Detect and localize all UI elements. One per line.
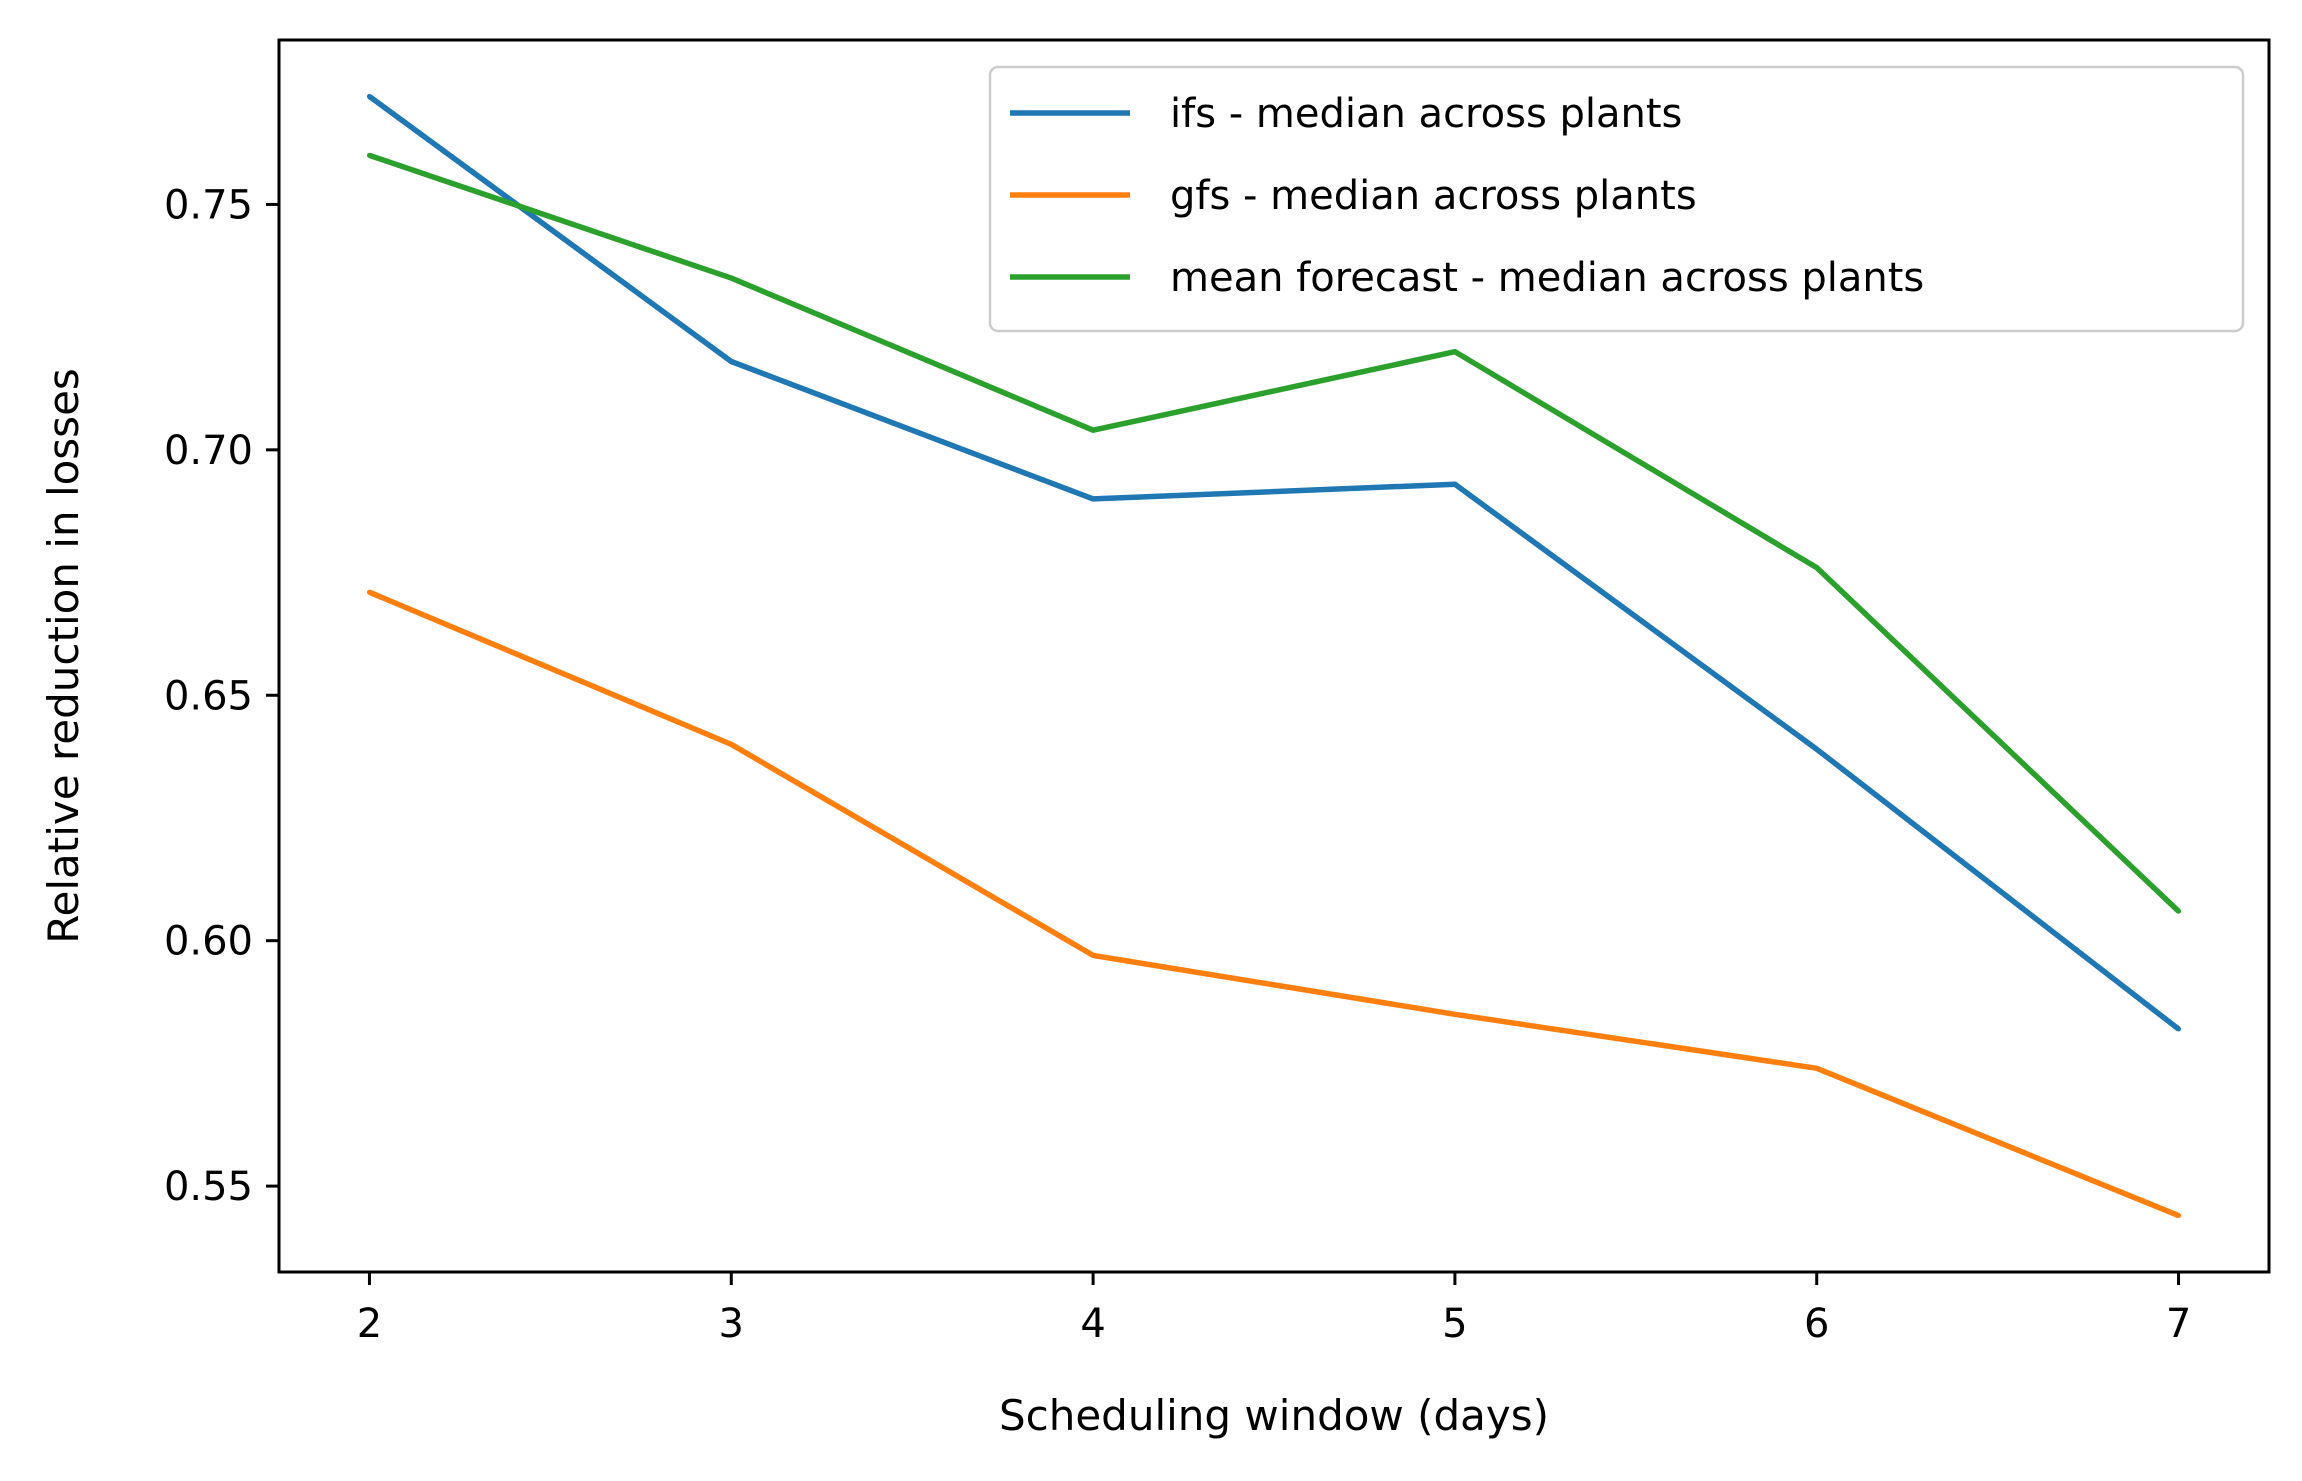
x-axis-label: Scheduling window (days) <box>999 1391 1549 1440</box>
data-point <box>728 358 734 364</box>
plot-frame <box>277 38 2271 1274</box>
data-point <box>1814 746 1820 752</box>
data-point <box>2176 908 2182 914</box>
series-line-2 <box>368 152 2181 914</box>
y-tick-label: 0.60 <box>164 919 253 965</box>
legend-items: ifs - median across plants gfs - median a… <box>1010 91 1924 301</box>
data-point <box>1814 565 1820 571</box>
series-line-1 <box>368 589 2180 1219</box>
legend-label: ifs - median across plants <box>1170 91 1682 137</box>
data-point <box>1090 496 1096 502</box>
data-point <box>1452 349 1458 355</box>
y-tick-label: 0.55 <box>164 1164 253 1210</box>
y-axis: 0.55 0.60 0.65 0.70 0.75 <box>164 182 279 1210</box>
data-point <box>1452 481 1458 487</box>
legend: ifs - median across plants gfs - median a… <box>988 65 2245 333</box>
data-point <box>2176 1026 2182 1032</box>
x-tick-label: 4 <box>1080 1301 1105 1347</box>
data-point <box>366 589 372 595</box>
series-layer <box>366 93 2182 1219</box>
x-tick-label: 2 <box>357 1301 382 1347</box>
y-tick-label: 0.75 <box>164 182 253 228</box>
y-tick-label: 0.65 <box>164 673 253 719</box>
legend-box <box>988 65 2245 333</box>
legend-label: gfs - median across plants <box>1170 173 1697 219</box>
data-point <box>728 275 734 281</box>
x-tick-label: 5 <box>1442 1301 1467 1347</box>
data-point <box>1090 427 1096 433</box>
series-line-0 <box>367 94 2181 1032</box>
data-point <box>366 93 372 99</box>
legend-label: mean forecast - median across plants <box>1170 255 1924 301</box>
data-point <box>366 152 372 158</box>
x-tick-label: 7 <box>2166 1301 2191 1347</box>
y-tick-label: 0.70 <box>164 428 253 474</box>
x-tick-label: 3 <box>719 1301 744 1347</box>
x-tick-label: 6 <box>1804 1301 1829 1347</box>
x-axis: 2 3 4 5 6 7 <box>357 1272 2191 1347</box>
data-point <box>728 741 734 747</box>
data-point <box>1814 1065 1820 1071</box>
data-point <box>1452 1011 1458 1017</box>
y-axis-label: Relative reduction in losses <box>39 368 88 944</box>
data-point <box>2176 1213 2182 1219</box>
data-point <box>1090 952 1096 958</box>
